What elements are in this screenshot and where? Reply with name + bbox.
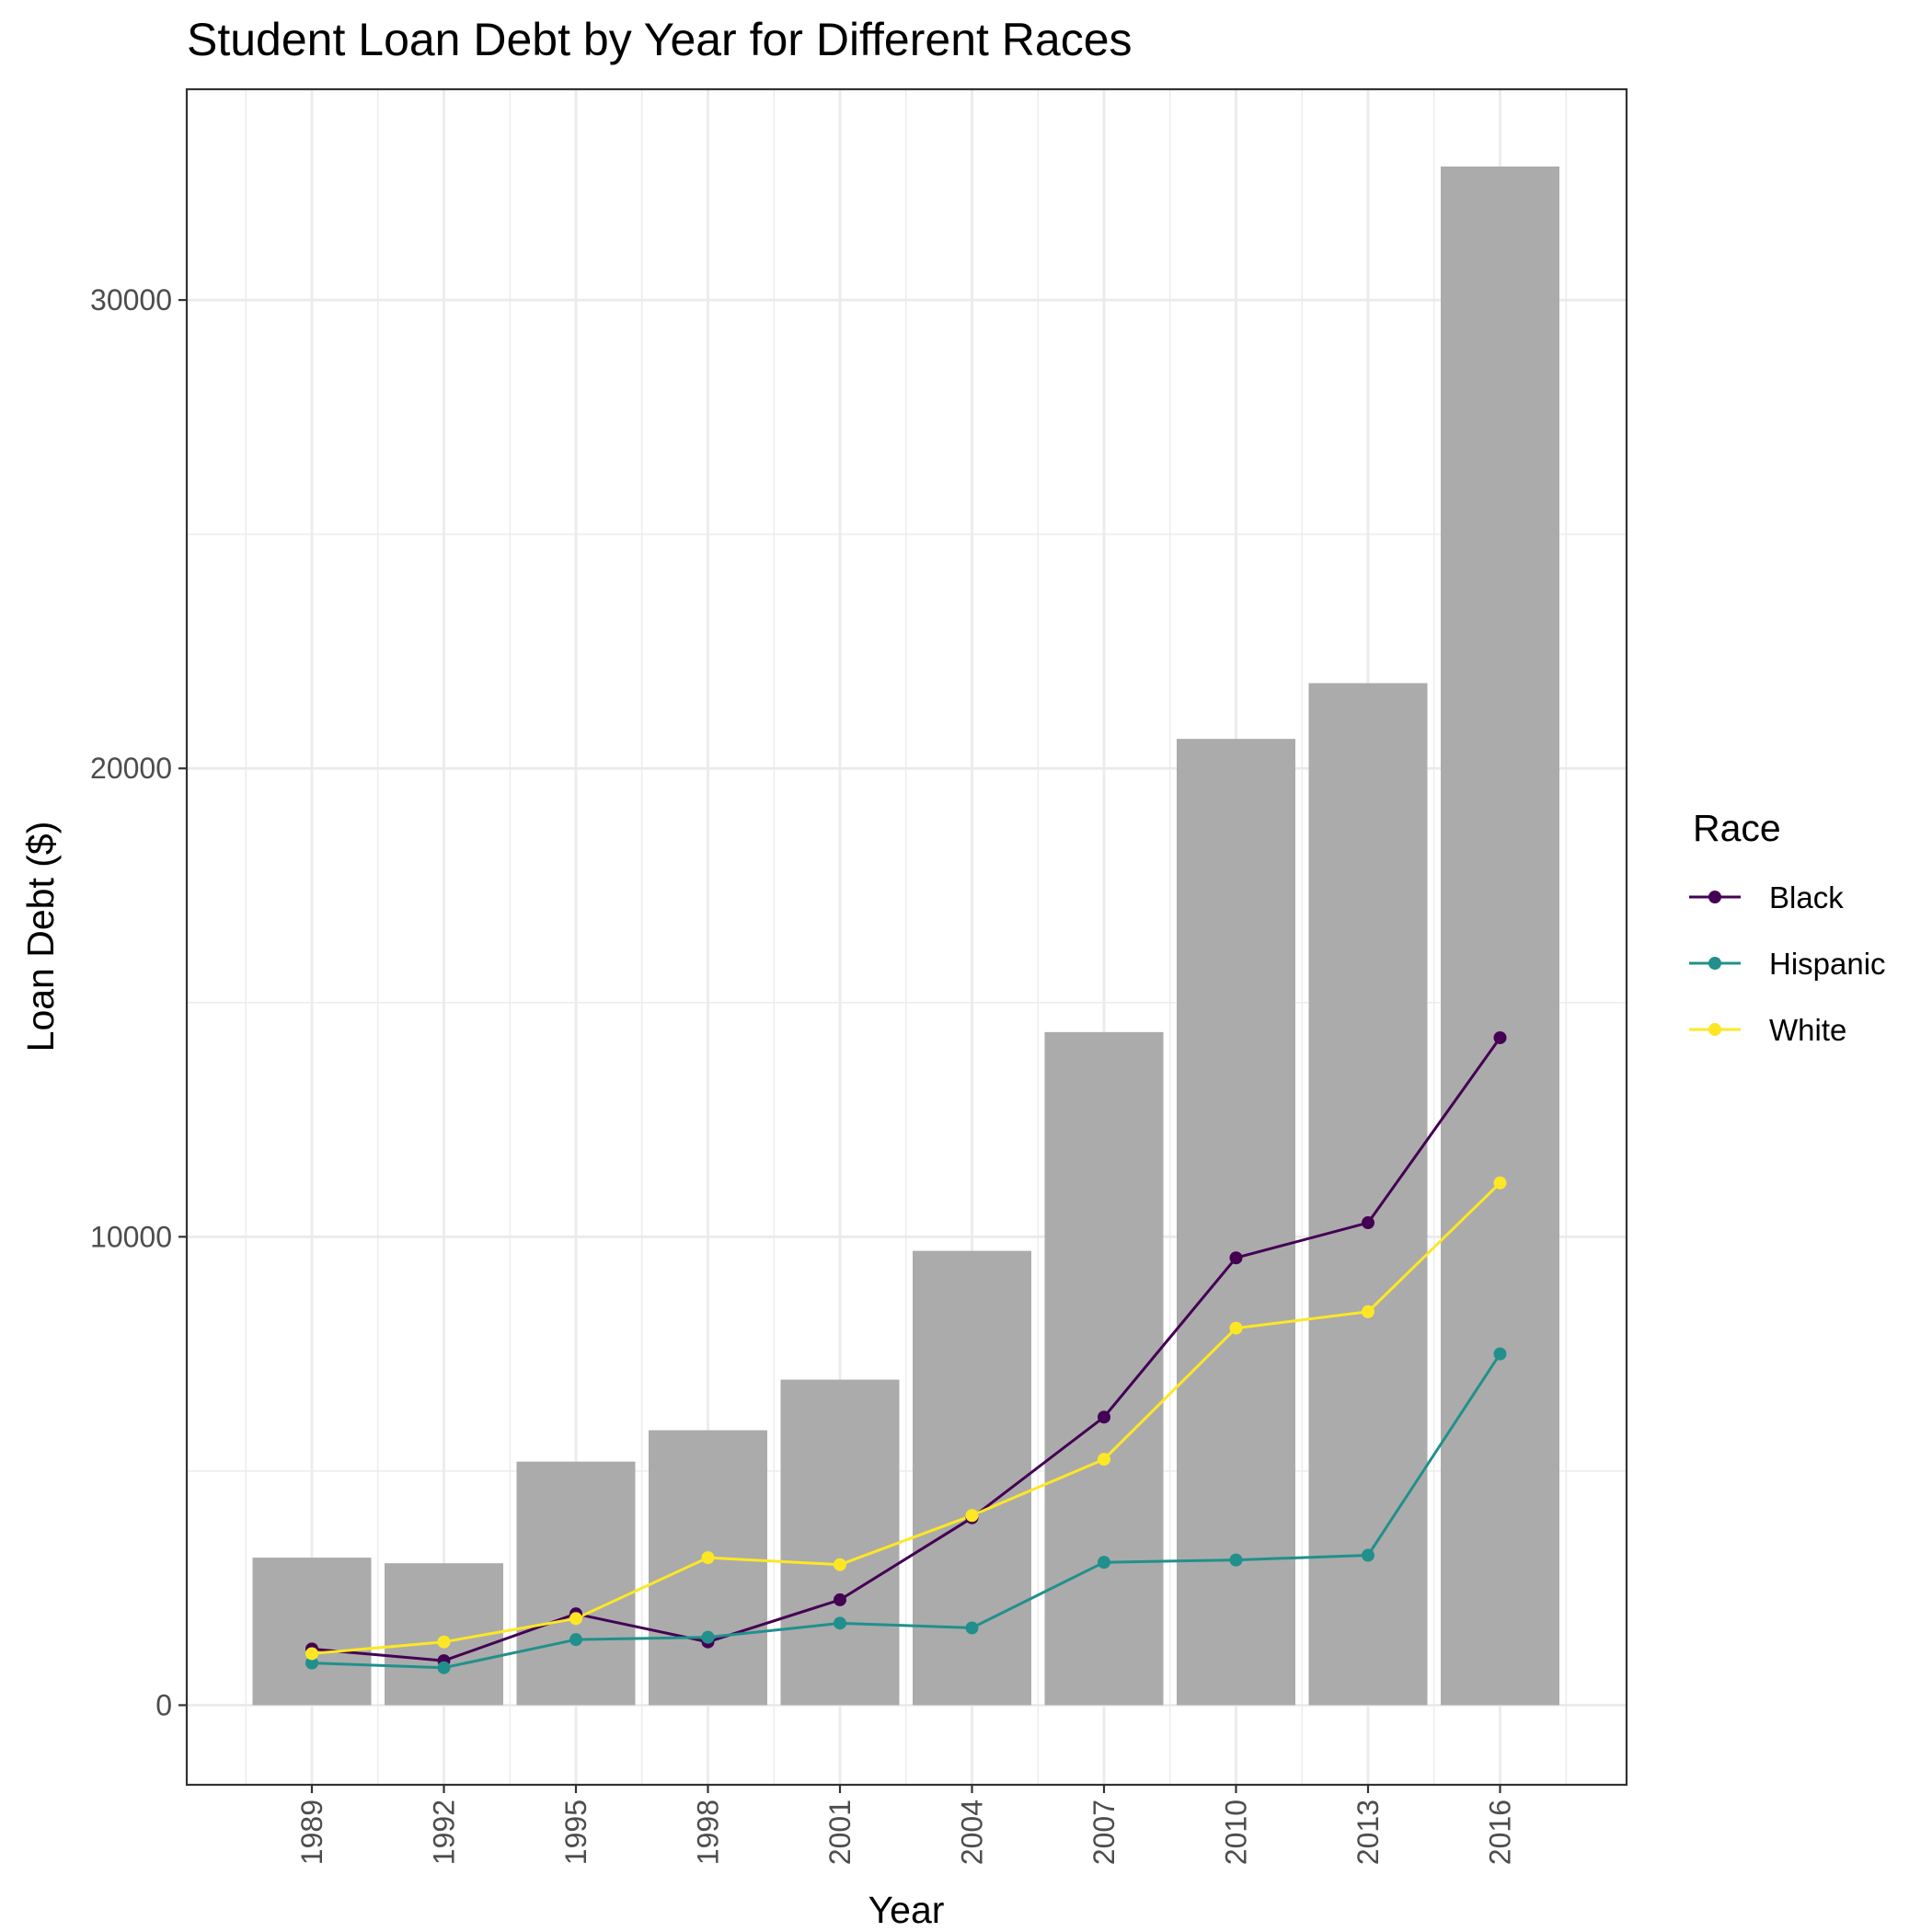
legend-title: Race <box>1693 807 1781 849</box>
series-line-white <box>311 1181 1501 1655</box>
legend: Race Black Hispanic White <box>1689 807 1886 1047</box>
point-hispanic-2007 <box>1098 1556 1110 1570</box>
bars <box>252 167 1559 1706</box>
point-white-1998 <box>701 1551 715 1565</box>
legend-label-white: White <box>1769 1013 1846 1047</box>
chart-title: Student Loan Debt by Year for Different … <box>187 14 1133 65</box>
legend-label-hispanic: Hispanic <box>1769 947 1886 981</box>
x-tick-label: 1992 <box>428 1800 461 1865</box>
legend-key-point-white <box>1708 1023 1721 1036</box>
series-lines <box>311 1037 1501 1670</box>
x-tick-label: 1995 <box>559 1800 592 1865</box>
x-tick-label: 2004 <box>956 1800 989 1865</box>
legend-key-point-hispanic <box>1708 957 1721 970</box>
series-points <box>305 1030 1507 1674</box>
y-tick-label: 0 <box>155 1688 172 1721</box>
point-hispanic-1992 <box>437 1661 451 1674</box>
bar-2001 <box>780 1379 900 1706</box>
y-axis-title: Loan Debt ($) <box>19 822 62 1052</box>
x-tick-label: 2001 <box>823 1800 857 1865</box>
point-white-1995 <box>569 1612 582 1626</box>
x-tick-label: 2013 <box>1351 1800 1385 1865</box>
point-black-2013 <box>1362 1216 1374 1230</box>
point-white-2013 <box>1362 1305 1374 1318</box>
point-hispanic-2010 <box>1229 1553 1243 1567</box>
y-tick-label: 20000 <box>90 752 172 785</box>
x-axis-title: Year <box>868 1889 945 1931</box>
x-tick-label: 1989 <box>295 1800 328 1865</box>
x-axis: 1989 1992 1995 1998 2001 2004 2007 2010 2013 2016 <box>295 1785 1517 1865</box>
y-tick-label: 10000 <box>90 1220 172 1253</box>
point-white-1989 <box>305 1647 318 1661</box>
legend-key-point-black <box>1708 891 1721 903</box>
bar-2013 <box>1308 683 1428 1706</box>
bar-2016 <box>1441 167 1559 1706</box>
x-tick-label: 2007 <box>1087 1800 1121 1865</box>
point-hispanic-1998 <box>701 1630 715 1644</box>
point-white-1992 <box>437 1635 451 1649</box>
bar-2004 <box>913 1250 1031 1706</box>
x-tick-label: 2010 <box>1220 1800 1253 1865</box>
point-white-2016 <box>1493 1176 1507 1190</box>
point-white-2007 <box>1098 1453 1110 1466</box>
y-axis: 0 10000 20000 30000 <box>90 283 187 1721</box>
point-hispanic-2001 <box>834 1616 846 1630</box>
point-black-2001 <box>834 1593 846 1606</box>
point-black-2010 <box>1229 1251 1243 1265</box>
series-line-black <box>311 1037 1501 1662</box>
legend-label-black: Black <box>1769 880 1844 914</box>
plot-border <box>185 87 1628 1787</box>
point-white-2001 <box>834 1558 846 1571</box>
x-tick-label: 2016 <box>1484 1800 1517 1865</box>
bar-1995 <box>516 1461 636 1706</box>
bar-1998 <box>649 1430 767 1706</box>
point-hispanic-1989 <box>305 1656 318 1670</box>
bar-2010 <box>1177 739 1295 1706</box>
point-black-2016 <box>1493 1030 1507 1044</box>
point-black-2007 <box>1098 1410 1110 1424</box>
series-line-hispanic <box>311 1352 1501 1670</box>
y-tick-label: 30000 <box>90 283 172 316</box>
point-white-2004 <box>965 1509 979 1523</box>
x-tick-label: 1998 <box>692 1800 725 1865</box>
point-hispanic-2013 <box>1362 1548 1374 1562</box>
point-hispanic-2016 <box>1493 1347 1507 1361</box>
point-white-2010 <box>1229 1321 1243 1335</box>
point-hispanic-1995 <box>569 1633 582 1647</box>
grid-minor <box>187 89 1627 1785</box>
point-hispanic-2004 <box>965 1621 979 1635</box>
bar-1989 <box>252 1558 372 1706</box>
